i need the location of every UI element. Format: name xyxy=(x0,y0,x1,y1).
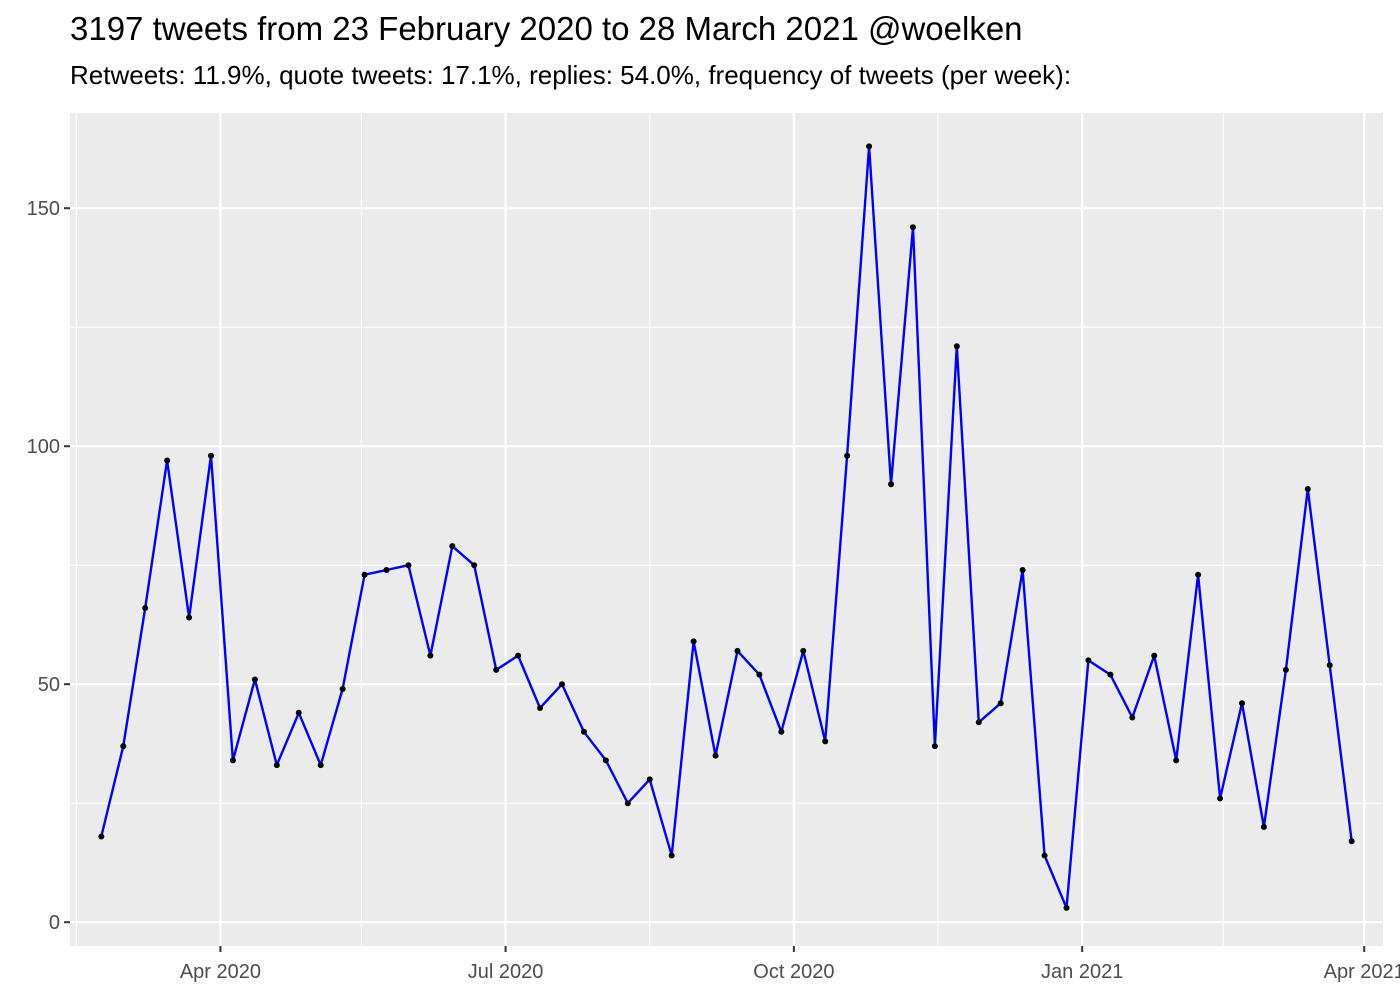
axes: 0 50 100 150 Apr 2020 Jul 2020 Oct 2020 Jan 202… xyxy=(27,198,1400,983)
data-point xyxy=(1348,838,1355,845)
data-point xyxy=(1019,566,1026,573)
y-tick-label: 0 xyxy=(49,912,60,934)
data-point xyxy=(1129,714,1136,721)
grid-major xyxy=(70,113,1383,946)
data-point xyxy=(537,705,544,711)
data-point xyxy=(251,676,258,683)
data-point xyxy=(712,752,719,759)
data-point xyxy=(1107,671,1114,678)
data-point xyxy=(98,833,105,840)
data-point xyxy=(208,452,215,459)
series-layer xyxy=(98,143,1355,911)
data-point xyxy=(471,562,478,569)
data-point xyxy=(756,671,763,678)
data-point xyxy=(997,700,1004,707)
data-point xyxy=(580,728,587,735)
x-tick-label: Jul 2020 xyxy=(468,961,544,983)
data-point xyxy=(690,638,697,645)
x-tick-label: Apr 2020 xyxy=(180,961,261,983)
data-point xyxy=(1195,571,1202,578)
data-point xyxy=(142,605,149,612)
x-tick-label: Oct 2020 xyxy=(753,961,834,983)
data-point xyxy=(1238,700,1245,707)
data-point xyxy=(1326,662,1333,669)
data-point xyxy=(888,481,895,488)
data-point xyxy=(822,738,829,745)
data-point xyxy=(558,681,565,688)
data-point xyxy=(383,566,390,573)
data-point xyxy=(975,719,982,726)
data-point xyxy=(295,709,302,716)
data-point xyxy=(800,647,807,654)
chart-subtitle: Retweets: 11.9%, quote tweets: 17.1%, re… xyxy=(70,60,1072,90)
data-point xyxy=(493,666,500,673)
data-point xyxy=(624,800,631,807)
y-tick-label: 150 xyxy=(27,198,60,220)
x-tick-label: Apr 2021 xyxy=(1324,961,1400,983)
data-point xyxy=(405,562,412,569)
data-point xyxy=(164,457,171,464)
data-point xyxy=(273,762,280,769)
data-point xyxy=(931,743,938,750)
data-point xyxy=(186,614,193,621)
data-point xyxy=(953,343,960,350)
data-point xyxy=(1151,652,1158,659)
data-point xyxy=(1304,486,1311,493)
plot-panel xyxy=(70,113,1383,946)
x-tick-label: Jan 2021 xyxy=(1041,961,1123,983)
data-point xyxy=(120,743,127,750)
chart-title: 3197 tweets from 23 February 2020 to 28 … xyxy=(70,10,1023,47)
data-point xyxy=(1282,666,1289,673)
data-point xyxy=(515,652,522,659)
data-point xyxy=(1173,757,1180,764)
data-point xyxy=(339,685,346,692)
data-point xyxy=(427,652,434,659)
data-point xyxy=(734,647,741,654)
series-line xyxy=(100,145,1353,910)
data-point xyxy=(1085,657,1092,664)
data-point xyxy=(909,224,916,231)
data-point xyxy=(1041,852,1048,859)
grid-minor xyxy=(70,113,1383,946)
data-point xyxy=(449,543,456,550)
data-point xyxy=(668,852,675,859)
data-point xyxy=(229,757,236,764)
data-point xyxy=(778,728,785,735)
data-point xyxy=(646,776,653,783)
data-point xyxy=(1063,904,1070,911)
data-point xyxy=(602,757,609,764)
data-point xyxy=(844,452,851,459)
data-point xyxy=(361,571,368,578)
data-point xyxy=(1217,795,1224,802)
y-tick-label: 50 xyxy=(38,674,60,696)
data-point xyxy=(1260,824,1267,830)
y-tick-label: 100 xyxy=(27,436,60,458)
data-point xyxy=(317,762,324,769)
data-point xyxy=(866,143,873,150)
